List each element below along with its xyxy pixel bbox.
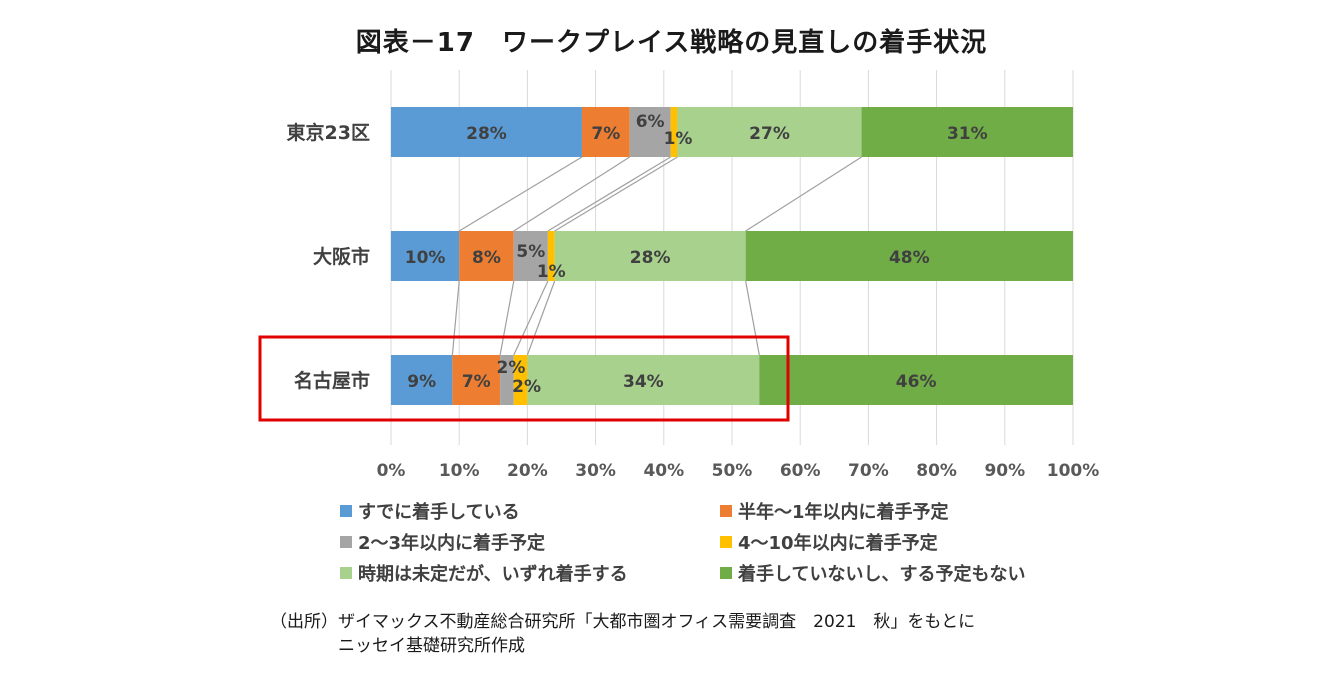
bar-segment [547,231,555,281]
bar-segment [513,355,528,405]
legend-swatch [720,536,732,548]
series-line [526,280,556,356]
x-tick-label: 50% [712,461,753,481]
legend-swatch [340,536,352,548]
data-label: 46% [896,372,937,392]
x-tick-label: 20% [507,461,548,481]
bar-segment [677,107,862,157]
bar-segment [513,231,548,281]
data-label: 28% [630,248,671,268]
data-label: 2% [497,358,526,378]
data-label: 48% [889,248,930,268]
category-label: 東京23区 [287,121,370,144]
bar-segment [459,231,514,281]
bar-segment [500,355,514,405]
x-tick-label: 30% [575,461,616,481]
bar-segment [629,107,671,157]
bar-segment [745,231,1073,281]
x-tick-label: 10% [439,461,480,481]
source-line-2: ニッセイ基礎研究所作成 [338,636,525,656]
x-tick-label: 80% [916,461,957,481]
data-label: 7% [591,124,620,144]
source-note: （出所）ザイマックス不動産総合研究所「大都市圏オフィス需要調査 2021 秋」を… [270,610,975,658]
bar-segment [581,107,630,157]
bar-segment [861,107,1073,157]
bar-segment [391,231,460,281]
bar-segment [670,107,678,157]
x-tick-label: 70% [848,461,889,481]
source-line-1: （出所）ザイマックス不動産総合研究所「大都市圏オフィス需要調査 2021 秋」を… [270,612,976,632]
legend-label: 4～10年以内に着手予定 [738,533,938,554]
data-label: 10% [405,248,446,268]
x-tick-label: 100% [1047,461,1100,481]
series-line [451,280,460,356]
legend-item: 時期は未定だが、いずれ着手する [340,560,628,586]
data-label: 31% [947,124,988,144]
series-line [745,280,760,356]
data-label: 2% [512,377,541,397]
data-label: 8% [472,248,501,268]
legend-swatch [720,505,732,517]
legend-label: 2～3年以内に着手予定 [358,533,546,554]
series-line [499,280,515,356]
legend-item: すでに着手している [340,498,520,524]
legend-item: 着手していないし、する予定もない [720,560,1025,586]
series-line [554,156,678,232]
legend-item: 2～3年以内に着手予定 [340,529,545,555]
chart-title: 図表－17 ワークプレイス戦略の見直しの着手状況 [355,28,988,58]
data-label: 28% [466,124,507,144]
x-tick-label: 60% [780,461,821,481]
series-line [458,156,583,232]
category-label: 名古屋市 [294,369,370,392]
bar-segment [554,231,746,281]
series-line [547,156,671,232]
bar-segment [527,355,760,405]
legend-swatch [340,567,352,579]
legend-label: 半年～1年以内に着手予定 [738,502,949,523]
highlight-box [258,335,790,422]
legend-swatch [720,567,732,579]
bar-segment [391,355,453,405]
bar-segment [759,355,1073,405]
x-tick-label: 40% [643,461,684,481]
data-label: 34% [623,372,664,392]
legend-label: 着手していないし、する予定もない [738,564,1026,585]
legend-item: 4～10年以内に着手予定 [720,529,938,555]
category-label: 大阪市 [313,245,370,268]
data-label: 1% [537,262,566,282]
data-label: 1% [664,129,693,149]
data-label: 6% [636,112,665,132]
legend-swatch [340,505,352,517]
legend-label: 時期は未定だが、いずれ着手する [358,564,628,585]
data-label: 7% [462,372,491,392]
series-line [513,156,631,232]
bar-segment [452,355,501,405]
series-line [513,280,549,356]
legend-item: 半年～1年以内に着手予定 [720,498,949,524]
data-label: 5% [516,242,545,262]
data-label: 27% [749,124,790,144]
bar-segment [391,107,582,157]
data-label: 9% [407,372,436,392]
x-tick-label: 90% [984,461,1025,481]
legend-label: すでに着手している [358,502,520,523]
x-tick-label: 0% [377,461,406,481]
series-line [745,156,862,232]
